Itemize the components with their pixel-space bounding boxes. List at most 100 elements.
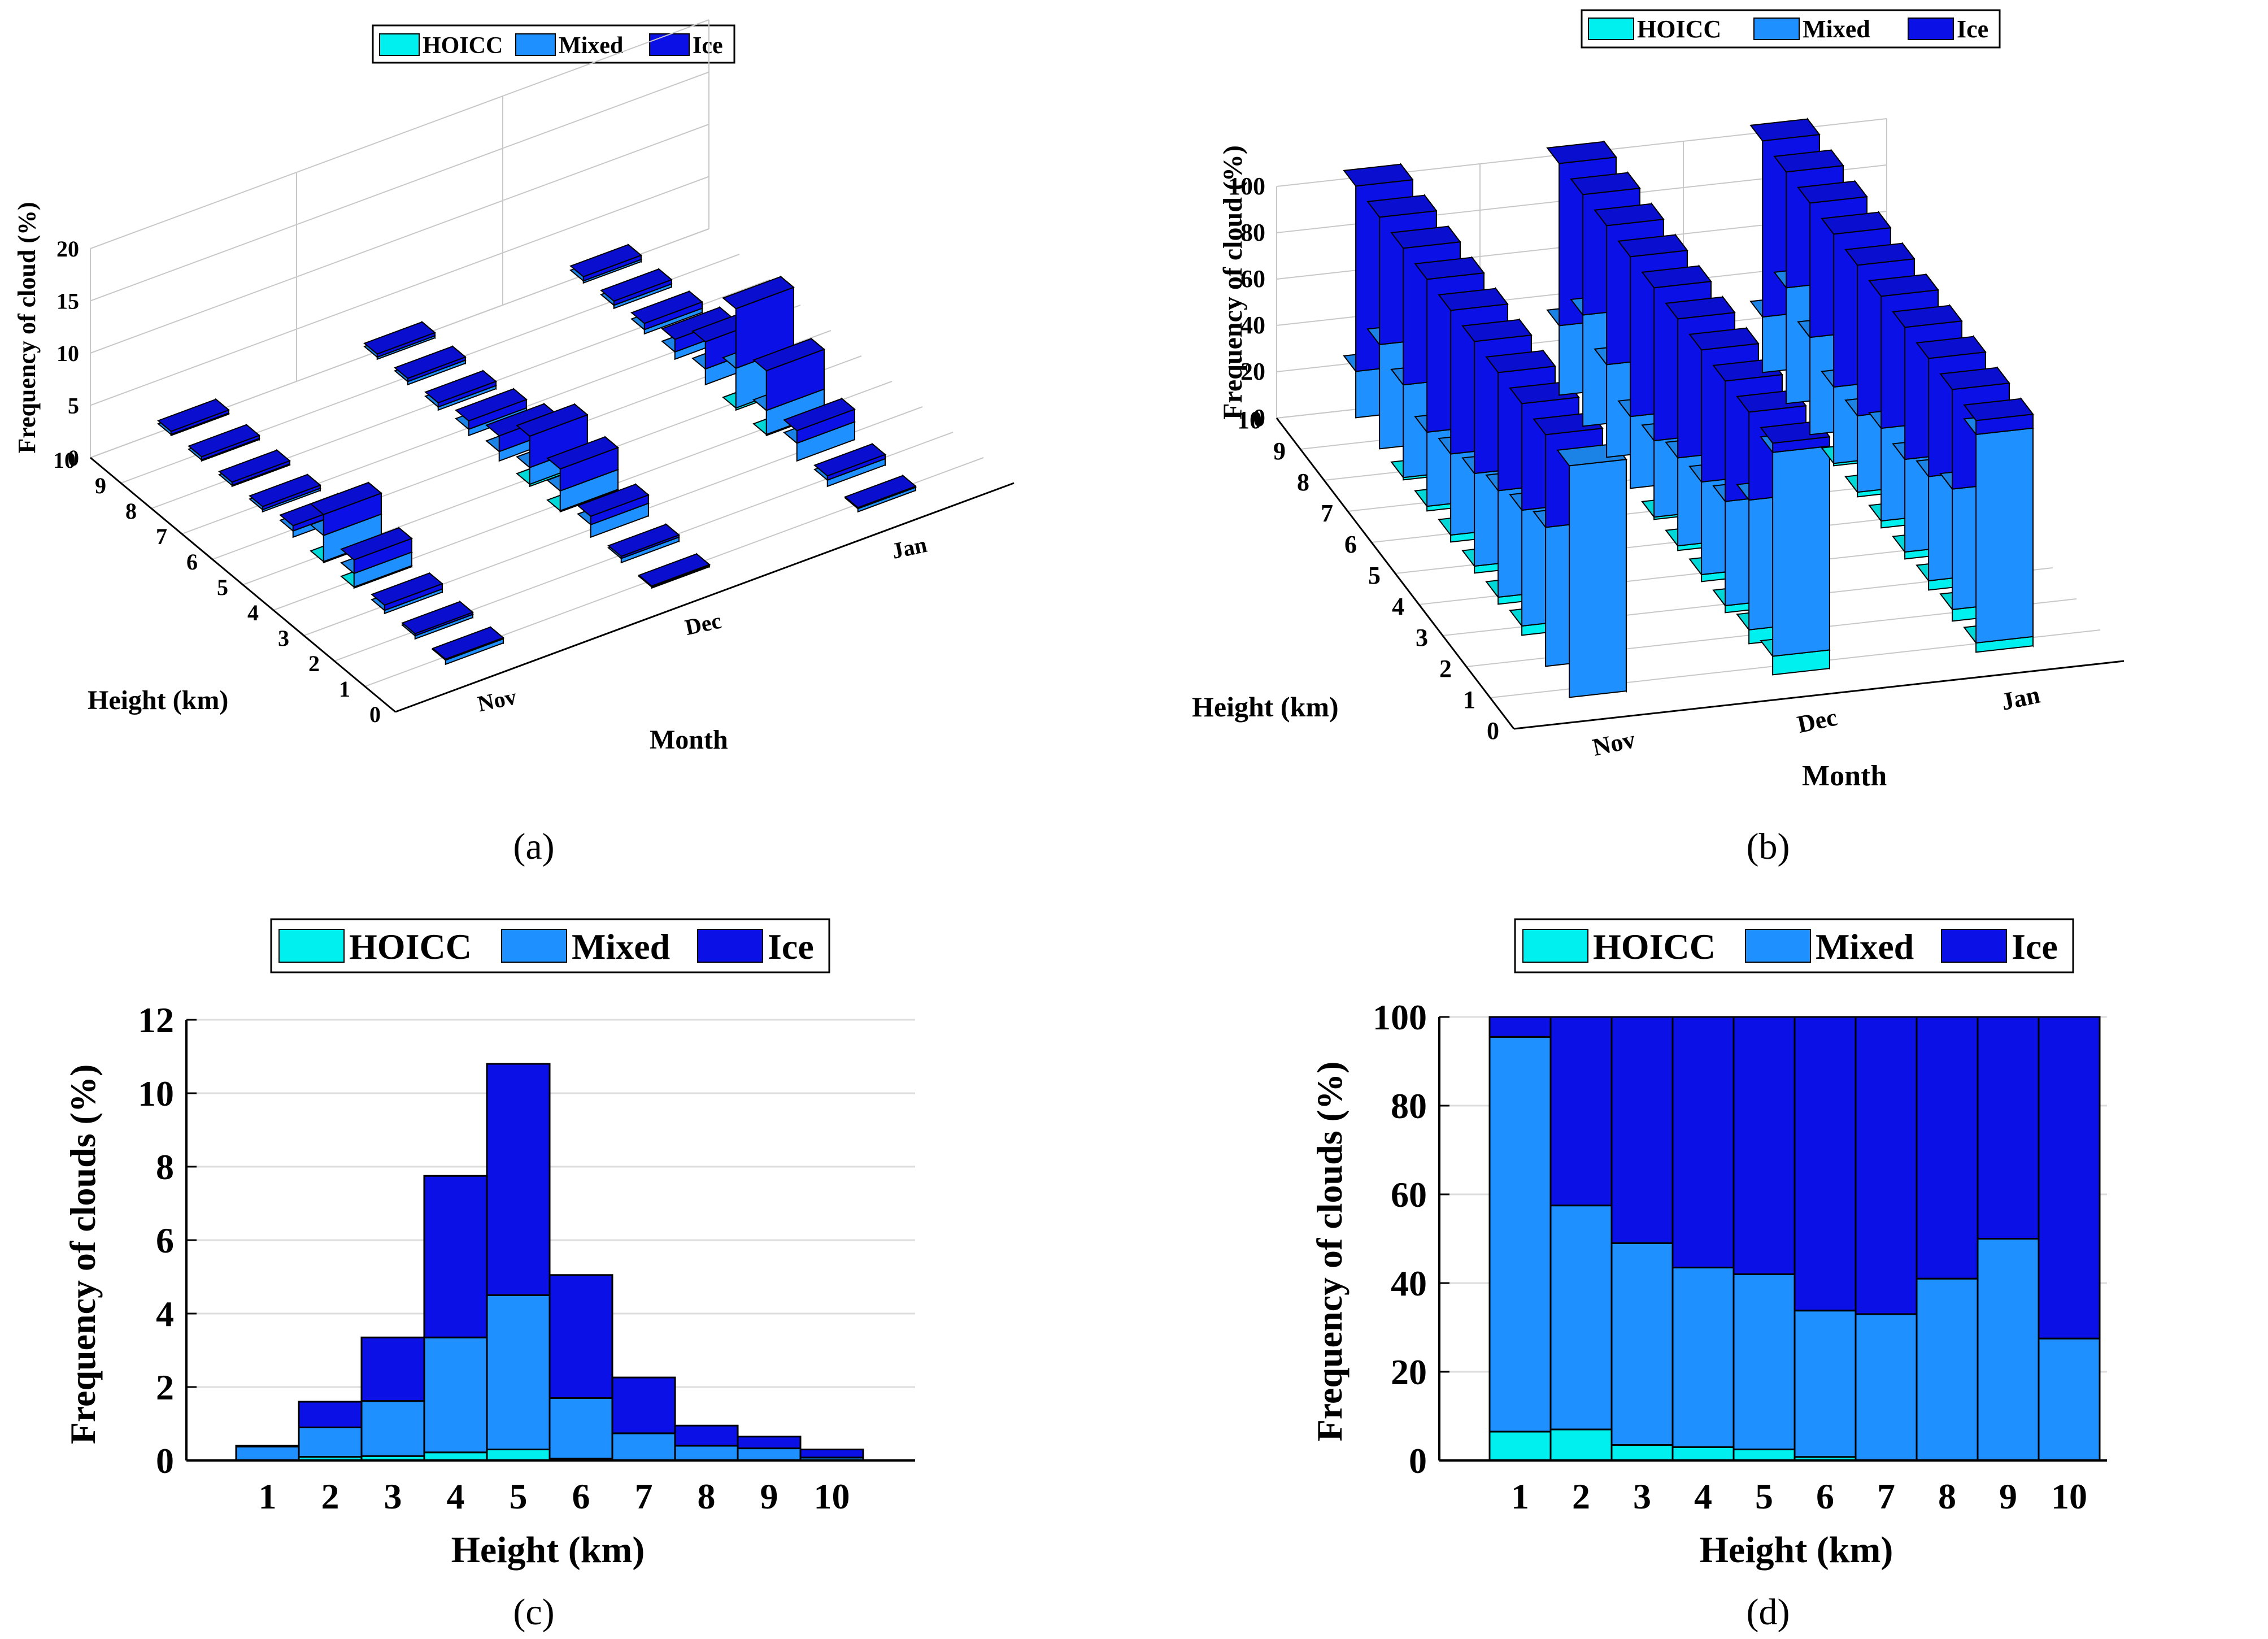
bar-face bbox=[1366, 194, 1438, 218]
bar-segment-ice-3km bbox=[360, 1336, 425, 1402]
y-tick-label: 100 bbox=[1373, 997, 1427, 1037]
bar3d-ice-Jan-4km bbox=[752, 337, 825, 411]
z-tick-label: 15 bbox=[56, 289, 79, 314]
bar3d-ice-Nov-2km bbox=[401, 600, 474, 637]
height-tick-label: 9 bbox=[95, 473, 106, 498]
z-tick-label: 80 bbox=[1240, 219, 1265, 246]
bar3d-ice-Jan-1km bbox=[844, 474, 917, 510]
height-tick-label: 1 bbox=[1463, 686, 1475, 714]
bar3d-ice-Dec-10km bbox=[363, 320, 436, 358]
x-tick-label: 8 bbox=[1938, 1476, 1956, 1516]
bar-face bbox=[1343, 163, 1414, 187]
x-tick-label: 1 bbox=[1511, 1476, 1529, 1516]
y-tick-label: 40 bbox=[1391, 1263, 1427, 1303]
legend-label-mixed: Mixed bbox=[572, 927, 670, 967]
x-tick-label: 8 bbox=[698, 1476, 716, 1516]
bar-segment-hoicc-2km bbox=[1549, 1428, 1613, 1462]
legend-label-mixed: Mixed bbox=[1816, 927, 1914, 967]
month-tick-label: Dec bbox=[683, 608, 724, 640]
bar-face bbox=[157, 398, 230, 432]
bar-face bbox=[1390, 225, 1461, 249]
bar3d-ice-Nov-9km bbox=[188, 423, 260, 461]
x-tick-label: 9 bbox=[1999, 1476, 2017, 1516]
panel-a-y-axis-title: Height (km) bbox=[88, 685, 228, 715]
height-tick-label: 0 bbox=[1487, 717, 1499, 745]
panel-c-y-axis-title: Frequency of clouds (%) bbox=[63, 1064, 103, 1445]
panel-b-bars bbox=[1343, 117, 2034, 698]
x-tick-label: 9 bbox=[760, 1476, 778, 1516]
bar-face bbox=[394, 345, 467, 379]
bar-segment-mixed-3km bbox=[360, 1400, 425, 1457]
bar-face bbox=[546, 436, 619, 470]
bar-segment-mixed-2km bbox=[298, 1427, 363, 1458]
bar-segment-mixed-6km bbox=[1793, 1310, 1857, 1458]
bar3d-ice-Nov-4km bbox=[340, 527, 413, 575]
bar-face bbox=[1594, 203, 1665, 227]
bar3d-ice-Dec-5km bbox=[516, 403, 589, 468]
x-tick-label: 3 bbox=[384, 1476, 402, 1516]
bar-segment-ice-1km bbox=[1488, 1016, 1552, 1038]
bar3d-ice-Dec-8km bbox=[424, 369, 497, 408]
bar-segment-hoicc-4km bbox=[1671, 1446, 1735, 1462]
bar3d-ice-Nov-10km bbox=[157, 398, 230, 436]
height-tick-label: 2 bbox=[308, 651, 320, 676]
legend-label-ice: Ice bbox=[768, 927, 814, 967]
bar-face bbox=[188, 424, 260, 458]
bar-segment-mixed-4km bbox=[423, 1336, 488, 1454]
bar3d-ice-Dec-1km bbox=[638, 553, 711, 588]
y-tick-label: 80 bbox=[1391, 1086, 1427, 1126]
height-tick-label: 5 bbox=[1368, 562, 1381, 589]
wall-gridline bbox=[90, 19, 709, 249]
panel-d-axes: 0 20 40 60 80 100 1 2 3 4 5 6 7 8 9 10 bbox=[1373, 997, 2107, 1516]
panel-c-label: (c) bbox=[513, 1592, 554, 1633]
bar3d-ice-Jan-8km bbox=[630, 290, 703, 331]
month-tick-label: Dec bbox=[1795, 703, 1839, 738]
height-tick-label: 6 bbox=[186, 549, 198, 575]
bar-face bbox=[432, 626, 504, 660]
y-tick-label: 2 bbox=[156, 1367, 174, 1407]
bar-face bbox=[1773, 149, 1844, 173]
bar-face bbox=[516, 403, 589, 437]
bar-face bbox=[1821, 211, 1892, 235]
bar-segment-ice-7km bbox=[1855, 1016, 1918, 1315]
z-tick-label: 10 bbox=[56, 341, 79, 366]
month-tick-label: Nov bbox=[475, 684, 519, 716]
legend-label-ice: Ice bbox=[693, 33, 723, 59]
bar-face bbox=[1546, 141, 1617, 164]
bar3d-ice-Dec-2km bbox=[607, 523, 680, 559]
height-tick-label: 0 bbox=[369, 702, 381, 727]
z-tick-label: 0 bbox=[68, 445, 79, 471]
x-tick-label: 2 bbox=[1572, 1476, 1590, 1516]
legend-swatch-ice bbox=[697, 929, 763, 963]
bar-segment-ice-10km bbox=[799, 1449, 864, 1459]
bar3d-ice-Nov-8km bbox=[218, 449, 291, 486]
legend-swatch-hoicc bbox=[379, 33, 420, 56]
height-tick-label: 8 bbox=[1297, 468, 1309, 496]
bar-face bbox=[1414, 256, 1485, 280]
panel-d-label: (d) bbox=[1747, 1592, 1790, 1633]
month-tick-label: Nov bbox=[1590, 725, 1638, 762]
legend-swatch-mixed bbox=[515, 33, 556, 56]
bar-segment-ice-6km bbox=[1793, 1016, 1857, 1312]
height-tick-label: 8 bbox=[125, 498, 137, 524]
panel-d-x-axis-title: Height (km) bbox=[1700, 1529, 1893, 1571]
bar3d-ice-Jan-5km bbox=[722, 275, 795, 369]
y-tick-label: 4 bbox=[156, 1294, 174, 1334]
bar-segment-mixed-7km bbox=[611, 1432, 676, 1462]
bar-segment-mixed-2km bbox=[1549, 1205, 1613, 1431]
bar-segment-mixed-1km bbox=[1488, 1036, 1552, 1433]
panel-a-x-axis-title: Month bbox=[650, 725, 728, 755]
bar3d-ice-Jan-10km bbox=[569, 243, 642, 282]
bar-segment-mixed-5km bbox=[1732, 1273, 1796, 1450]
height-tick-label: 3 bbox=[278, 625, 289, 651]
bar-segment-ice-5km bbox=[486, 1063, 551, 1296]
bar-face bbox=[218, 449, 291, 483]
bar-segment-mixed-9km bbox=[737, 1447, 802, 1462]
height-tick-label: 1 bbox=[339, 676, 350, 702]
panel-a-chart: HOICC Mixed Ice 05101520012345678910NovD… bbox=[13, 19, 1015, 867]
panel-b-legend: HOICC Mixed Ice bbox=[1581, 9, 2001, 49]
bar-segment-ice-3km bbox=[1610, 1016, 1674, 1244]
